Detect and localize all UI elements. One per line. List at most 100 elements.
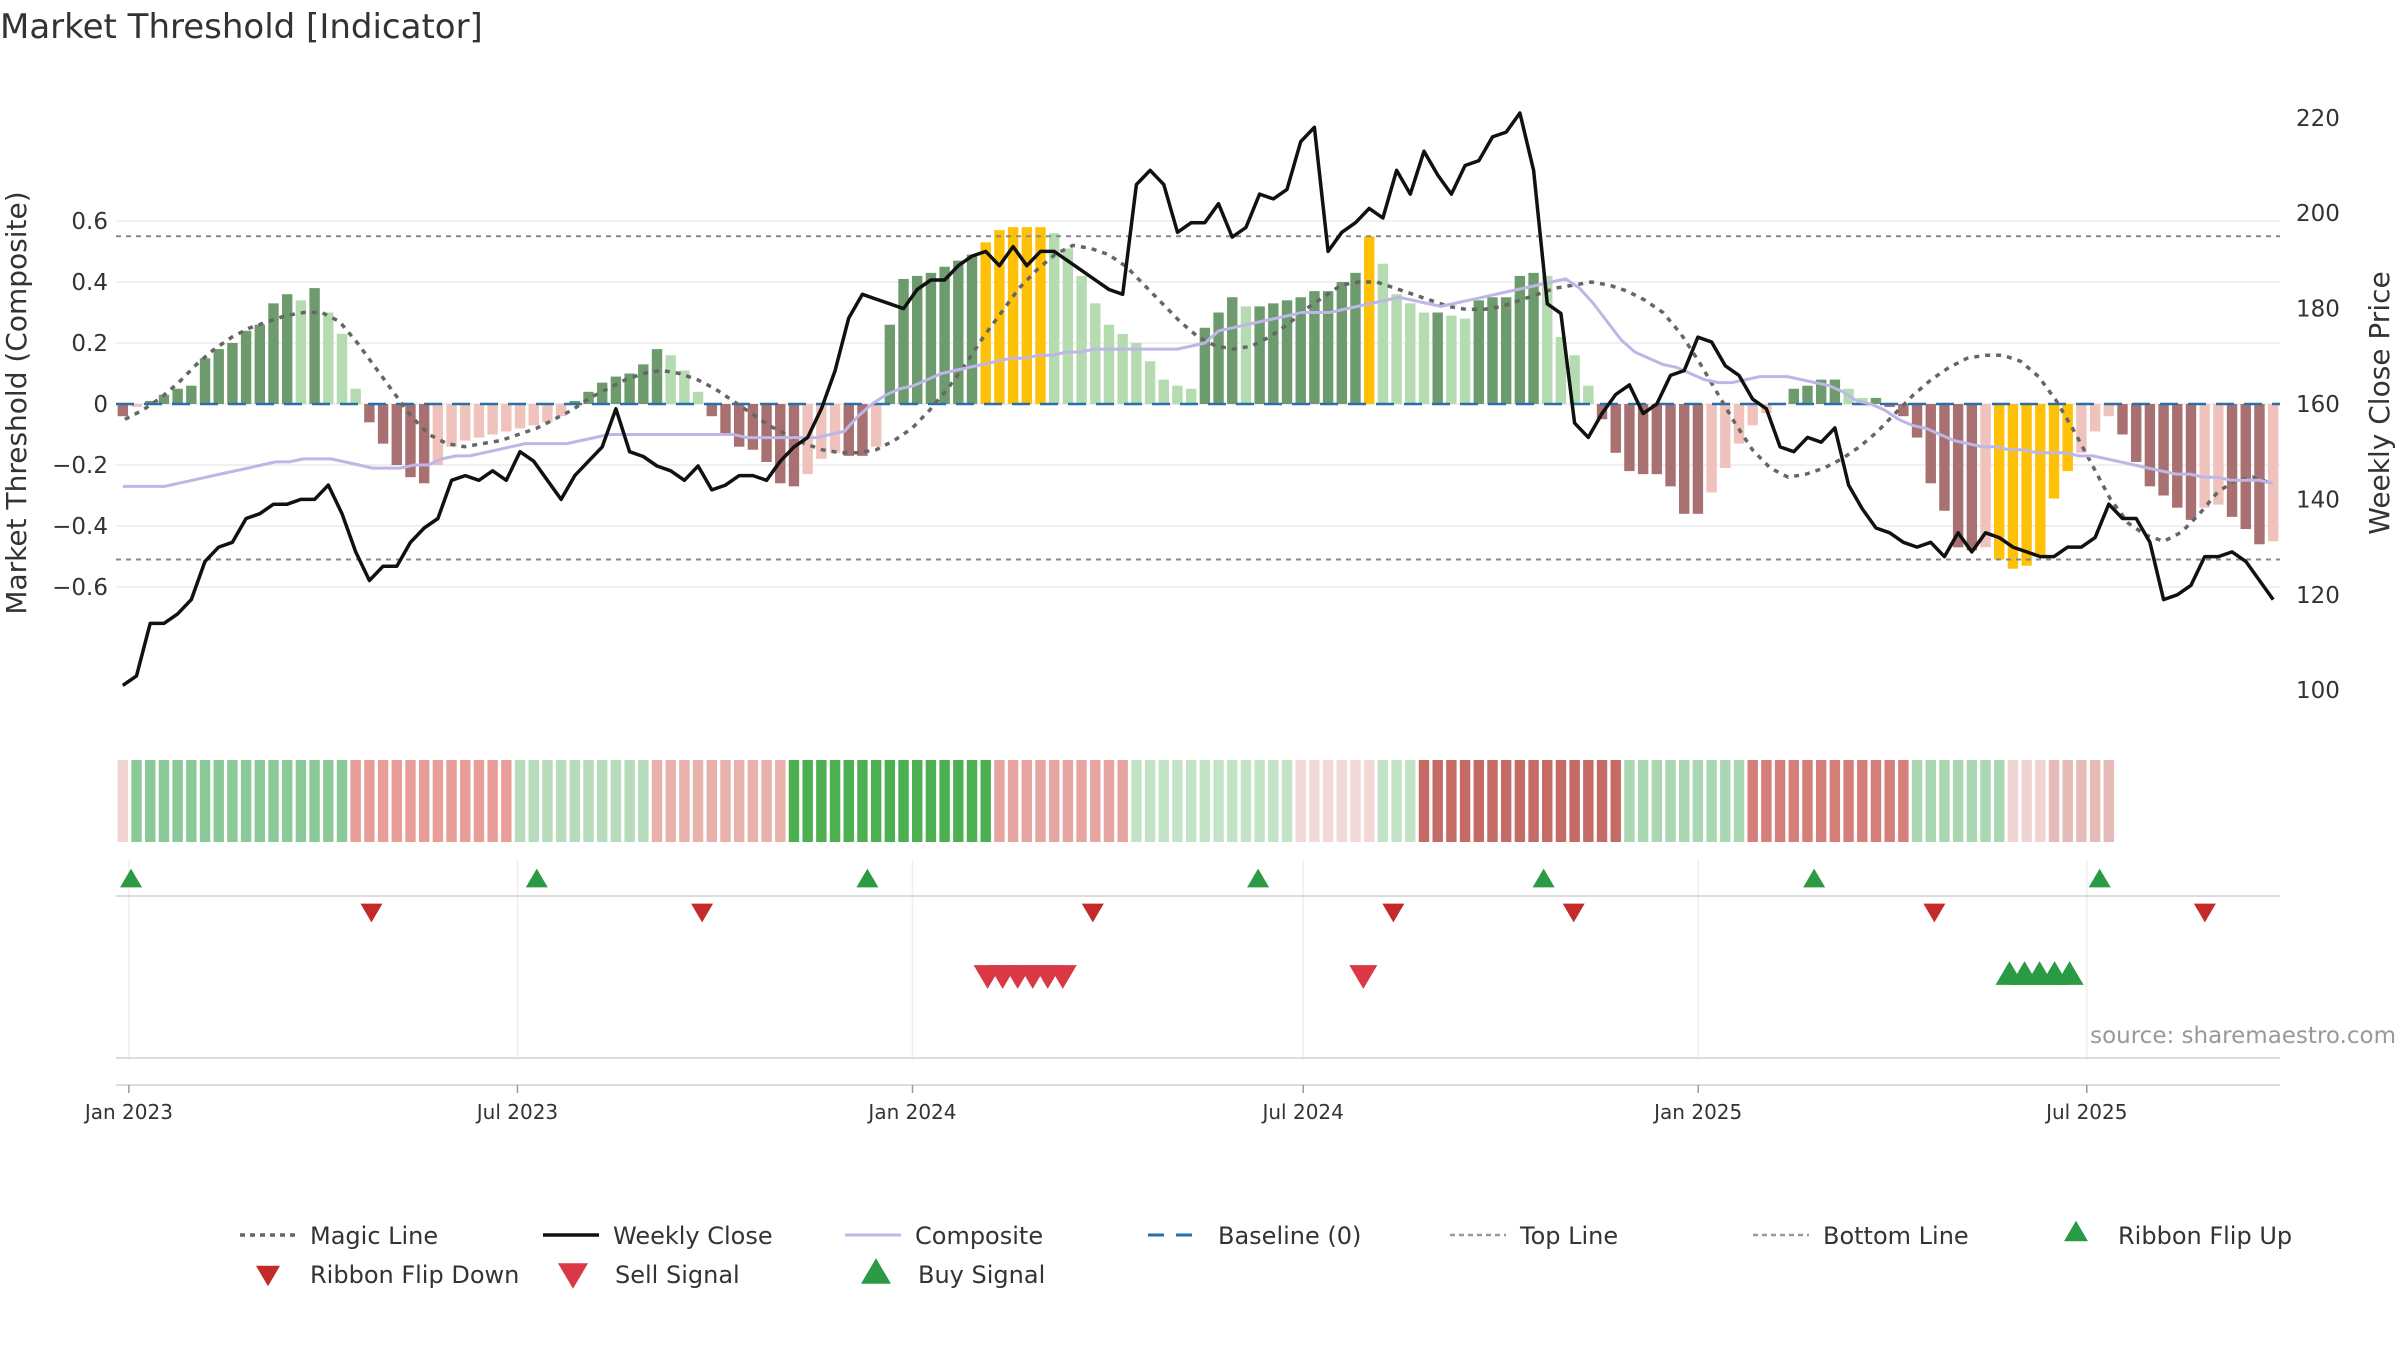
threshold-bar	[1048, 233, 1060, 404]
ribbon-cell	[761, 760, 772, 842]
ribbon-cell	[1363, 760, 1375, 842]
ribbon-cell	[1939, 760, 1950, 842]
ribbon-cell	[336, 760, 348, 842]
ribbon-cell	[528, 760, 539, 842]
threshold-bar	[309, 288, 320, 404]
threshold-bar	[295, 300, 307, 404]
ribbon-cell	[679, 760, 690, 842]
threshold-bar	[2213, 404, 2224, 505]
ribbon-cell	[1692, 760, 1704, 842]
threshold-bar	[2172, 404, 2183, 508]
y-left-tick: −0.6	[52, 575, 108, 601]
threshold-bar	[145, 400, 156, 404]
threshold-bar	[240, 330, 252, 404]
threshold-bar	[1103, 324, 1115, 404]
threshold-bar	[2089, 404, 2101, 432]
magic-line	[124, 243, 2272, 544]
ribbon-cell	[1035, 760, 1046, 842]
threshold-bar	[1254, 306, 1265, 404]
threshold-bar	[555, 404, 567, 417]
ribbon-cell	[829, 760, 841, 842]
ribbon-cell	[1309, 760, 1320, 842]
ribbon-cell	[966, 760, 978, 842]
threshold-bar	[473, 404, 485, 438]
ribbon-cell	[569, 760, 581, 842]
weekly-close-line	[121, 111, 2275, 687]
ribbon-cell	[1802, 760, 1813, 842]
ribbon-cell	[2062, 760, 2073, 842]
ribbon-cell	[1843, 760, 1854, 842]
threshold-bar	[1418, 312, 1430, 404]
ribbon-cell	[432, 760, 444, 842]
threshold-bar	[692, 391, 704, 404]
legend-label: Top Line	[1519, 1222, 1618, 1250]
ribbon-cell	[610, 760, 622, 842]
ribbon-cell	[199, 760, 211, 842]
threshold-bar	[1966, 404, 1978, 551]
threshold-bar	[1802, 385, 1813, 404]
threshold-bar	[158, 394, 170, 404]
ribbon-cell	[1076, 760, 1087, 842]
threshold-bar	[966, 254, 978, 404]
threshold-bar	[1350, 272, 1361, 404]
ribbon-cell	[186, 760, 197, 842]
ribbon-cell	[1268, 760, 1279, 842]
threshold-bar	[2267, 404, 2279, 542]
threshold-bar	[1939, 404, 1950, 511]
threshold-bar	[1035, 227, 1046, 404]
legend-label: Magic Line	[310, 1222, 438, 1250]
ribbon-cell	[473, 760, 485, 842]
ribbon-cell	[1405, 760, 1416, 842]
threshold-bar	[1473, 300, 1484, 404]
ribbon-cell	[268, 760, 279, 842]
ribbon-cell	[1103, 760, 1115, 842]
right-axis-label: Weekly Close Price	[2363, 271, 2396, 534]
y-right-tick: 180	[2296, 297, 2340, 323]
threshold-bar	[1131, 343, 1142, 404]
ribbon-cell	[1542, 760, 1553, 842]
threshold-bar	[1090, 303, 1101, 404]
ribbon-cell	[1090, 760, 1101, 842]
ribbon-flip-up-marker	[120, 868, 143, 888]
ribbon-cell	[1144, 760, 1156, 842]
threshold-bar	[761, 404, 772, 462]
ribbon-cell	[706, 760, 717, 842]
ribbon-cell	[1925, 760, 1936, 842]
threshold-bar	[432, 404, 444, 465]
legend-swatch-8	[558, 1263, 588, 1289]
y-left-tick: 0.4	[71, 270, 108, 296]
threshold-bar	[336, 333, 348, 404]
gridlines	[116, 220, 2280, 1060]
threshold-bar	[1733, 404, 1745, 444]
ribbon-cell	[1281, 760, 1293, 842]
ribbon-flip-down-marker	[360, 903, 383, 923]
threshold-bar	[679, 370, 690, 404]
ribbon-cell	[802, 760, 813, 842]
threshold-bar	[2144, 404, 2156, 487]
threshold-bar	[939, 266, 950, 404]
threshold-bar	[1747, 404, 1758, 426]
sell-signal-marker	[1048, 965, 1077, 989]
ribbon-cell	[1473, 760, 1484, 842]
threshold-bar	[1377, 263, 1389, 404]
ribbon-cell	[733, 760, 745, 842]
threshold-bar	[953, 260, 964, 404]
ribbon-flip-down-marker	[691, 903, 714, 923]
threshold-bar	[1884, 404, 1895, 408]
threshold-bar	[1240, 306, 1252, 404]
reference-lines	[116, 235, 2280, 561]
ribbon-cell	[460, 760, 471, 842]
threshold-bar	[1391, 294, 1402, 404]
threshold-bar	[1144, 361, 1156, 404]
threshold-bar	[1815, 379, 1827, 404]
ribbon-cell	[638, 760, 649, 842]
ribbon-cell	[1651, 760, 1663, 842]
ribbon-cell	[2089, 760, 2101, 842]
ribbon-cell	[1980, 760, 1991, 842]
threshold-bar	[638, 364, 649, 404]
threshold-bar	[816, 404, 827, 459]
threshold-bar	[1322, 291, 1334, 404]
threshold-bar	[1185, 388, 1197, 404]
threshold-bar	[583, 391, 594, 404]
ribbon-cell	[1994, 760, 2005, 842]
